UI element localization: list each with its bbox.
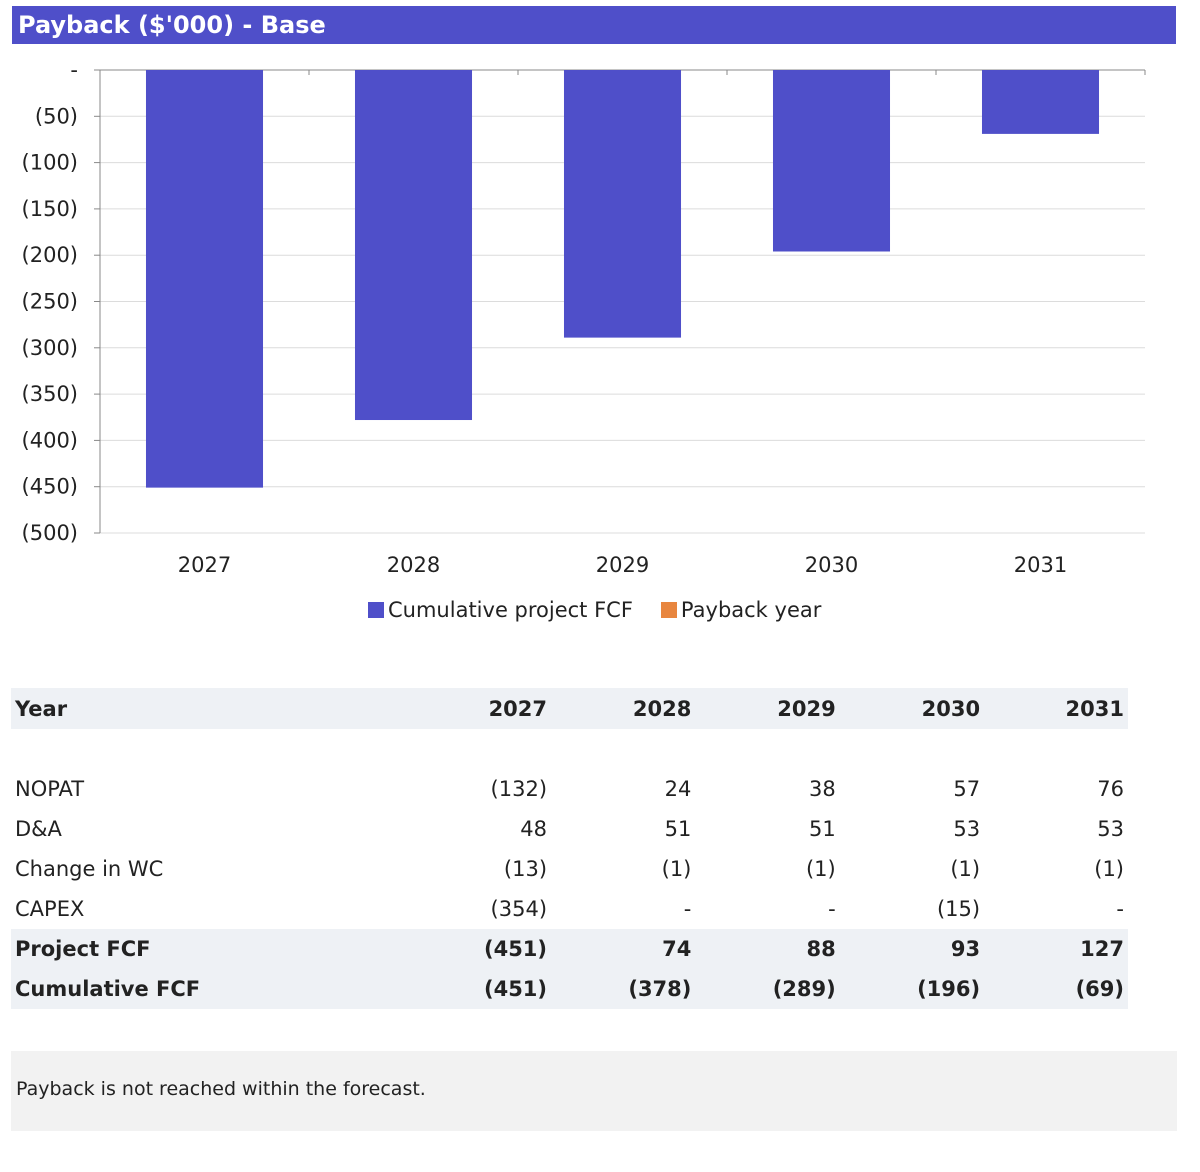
payback-bar-chart: - (50) (100) (150) (200) (250) (300) (350) (400)… (22, 58, 1146, 577)
table-cell: 57 (953, 777, 981, 801)
fcf-table: Year 2027 2028 2029 2030 2031 NOPAT (132) 24 38 57… (11, 688, 1128, 1009)
table-cell: 2029 (695, 688, 840, 729)
row-label: NOPAT (15, 777, 85, 801)
legend-label-cumulative-fcf: Cumulative project FCF (388, 598, 633, 622)
table-cell (695, 729, 839, 769)
y-tick-label: - (70, 58, 78, 82)
table-cell: 53 (1097, 817, 1124, 841)
table-cell: - (1116, 897, 1124, 921)
table-cell: (196) (839, 969, 985, 1009)
y-tick-label: (50) (35, 104, 78, 128)
y-tick-label: (500) (22, 521, 78, 545)
bar-2030 (772, 70, 891, 252)
table-cell: 93 (839, 929, 985, 969)
row-label: Project FCF (11, 929, 415, 969)
table-row: Cumulative FCF (451) (378) (289) (196) (69) (11, 969, 1128, 1009)
table-cell: (451) (414, 969, 552, 1009)
payback-note: Payback is not reached within the foreca… (11, 1051, 1177, 1131)
table-cell: (132) (490, 777, 548, 801)
table-cell: (1) (950, 857, 981, 881)
table-cell: (1) (805, 857, 836, 881)
row-label: Cumulative FCF (11, 969, 415, 1009)
x-tick-label: 2030 (805, 553, 858, 577)
table-cell (551, 729, 695, 769)
legend-item-payback-year: Payback year (660, 598, 822, 622)
table-cell (840, 729, 984, 769)
table-cell: 74 (551, 929, 696, 969)
table-cell: (289) (695, 969, 840, 1009)
table-cell: 51 (664, 817, 692, 841)
table-cell: (69) (984, 969, 1128, 1009)
bar-2027 (145, 70, 264, 488)
table-cell: 24 (664, 777, 692, 801)
table-cell: 2030 (839, 688, 985, 729)
y-tick-label: (150) (22, 197, 78, 221)
table-row: Change in WC (13) (1) (1) (1) (1) (11, 849, 1128, 889)
table-cell: (378) (551, 969, 696, 1009)
row-label (11, 729, 415, 769)
table-cell: 2028 (551, 688, 696, 729)
y-tick-label: (450) (22, 475, 78, 499)
table-cell: 127 (984, 929, 1128, 969)
legend-swatch-payback-year (660, 602, 677, 618)
chart-title: Payback ($'000) - Base (12, 6, 1176, 44)
row-label: D&A (15, 817, 62, 841)
x-tick-label: 2027 (178, 553, 231, 577)
row-label: Year (11, 688, 415, 729)
bar-2028 (354, 70, 473, 421)
y-tick-label: (100) (22, 151, 78, 175)
table-cell (984, 729, 1128, 769)
table-cell: 48 (520, 817, 548, 841)
chart-legend: Cumulative project FCF Payback year (368, 598, 849, 622)
legend-item-cumulative-fcf: Cumulative project FCF (368, 598, 633, 622)
y-tick-label: (300) (22, 336, 78, 360)
table-cell (415, 729, 551, 769)
table-cell: 2027 (414, 688, 552, 729)
table-cell: (13) (503, 857, 548, 881)
table-cell: - (683, 897, 692, 921)
table-cell: 51 (809, 817, 836, 841)
x-tick-label: 2028 (387, 553, 440, 577)
table-header-row: Year 2027 2028 2029 2030 2031 (11, 688, 1128, 729)
y-tick-label: (250) (22, 290, 78, 314)
table-row: Project FCF (451) 74 88 93 127 (11, 929, 1128, 969)
y-tick-label: (400) (22, 428, 78, 452)
table-cell: 88 (695, 929, 840, 969)
table-cell: (1) (661, 857, 692, 881)
y-tick-label: (350) (22, 382, 78, 406)
y-tick-label: (200) (22, 243, 78, 267)
table-row: CAPEX (354) - - (15) - (11, 889, 1128, 929)
table-spacer-row (11, 729, 1128, 769)
table-row: D&A 48 51 51 53 53 (11, 809, 1128, 849)
table-cell: 38 (809, 777, 836, 801)
table-cell: 2031 (984, 688, 1128, 729)
bar-2029 (563, 70, 682, 338)
row-label: CAPEX (15, 897, 85, 921)
table-cell: (451) (414, 929, 552, 969)
bar-2031 (981, 70, 1100, 134)
table-cell: (354) (490, 897, 548, 921)
table-cell: (15) (936, 897, 981, 921)
x-tick-label: 2031 (1014, 553, 1067, 577)
x-tick-label: 2029 (596, 553, 649, 577)
legend-swatch-cumulative-fcf (368, 602, 384, 618)
table-cell: 76 (1097, 777, 1124, 801)
row-label: Change in WC (15, 857, 164, 881)
table-cell: - (828, 897, 836, 921)
table-row: NOPAT (132) 24 38 57 76 (11, 769, 1128, 809)
table-cell: 53 (953, 817, 981, 841)
legend-label-payback-year: Payback year (680, 598, 822, 622)
table-cell: (1) (1094, 857, 1124, 881)
